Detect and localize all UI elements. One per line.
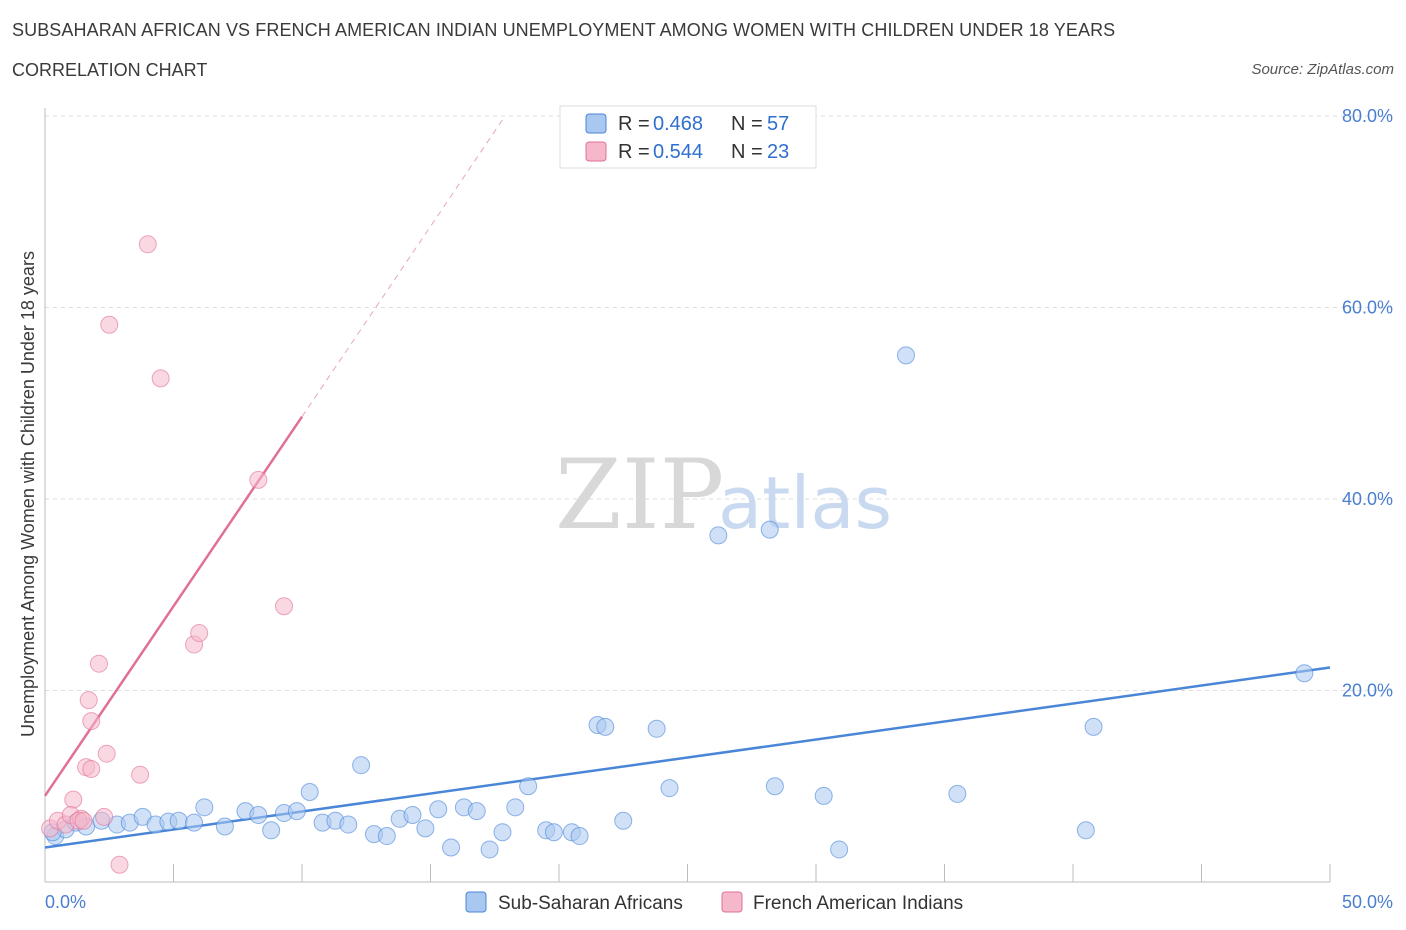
point-series1-21 [190,624,209,643]
legend-swatch-blue [585,113,607,134]
point-series0-42 [596,717,615,736]
point-series1-15 [100,315,119,334]
watermark: ZIP atlas [555,439,892,551]
point-series1-18 [138,235,157,254]
point-series0-38 [544,823,563,842]
point-series0-25 [377,827,396,846]
point-series1-8 [74,811,93,830]
point-series0-51 [896,346,915,365]
point-series1-3 [64,790,83,809]
point-series0-30 [442,838,461,857]
point-series0-52 [948,784,967,803]
point-series0-27 [403,805,422,824]
legend-n-label-1: N = [731,113,763,135]
point-series0-55 [1295,664,1314,683]
point-series1-13 [95,807,114,826]
point-series1-22 [249,470,268,489]
point-series0-40 [570,827,589,846]
point-series0-49 [814,786,833,805]
tick-labels: 80.0% 60.0% 40.0% 20.0% 0.0% 50.0% [45,106,1393,912]
point-series0-19 [300,782,319,801]
point-series1-10 [79,691,98,710]
point-series0-28 [416,819,435,838]
series-label-subsaharan: Sub-Saharan Africans [498,893,683,914]
source-label: Source: ZipAtlas.com [1251,61,1394,78]
correlation-legend: R = 0.468 N = 57 R = 0.544 N = 23 [559,105,817,169]
watermark-atlas: atlas [718,461,892,545]
point-series0-13 [215,817,234,836]
point-series0-12 [195,798,214,817]
chart-subtitle: CORRELATION CHART [12,60,208,80]
point-series1-12 [89,654,108,673]
point-series0-47 [760,520,779,539]
point-series0-48 [765,777,784,796]
point-series0-22 [339,815,358,834]
point-series0-34 [493,823,512,842]
point-series0-18 [287,802,306,821]
y-tick-label-2: 40.0% [1342,489,1393,509]
series-legend: Sub-Saharan Africans French American Ind… [465,891,963,914]
point-series0-50 [830,840,849,859]
point-series0-35 [506,798,525,817]
point-series1-17 [131,765,150,784]
point-series0-44 [647,719,666,738]
point-series0-43 [614,811,633,830]
point-series1-16 [110,855,129,874]
legend-n-value-1: 57 [767,113,789,135]
point-series1-19 [151,369,170,388]
x-tick-label-1: 50.0% [1342,892,1393,912]
point-series0-54 [1084,717,1103,736]
y-tick-label-0: 80.0% [1342,106,1393,126]
point-series1-23 [275,597,294,616]
point-series0-15 [249,805,268,824]
legend-r-label-2: R = [618,141,650,163]
watermark-zip: ZIP [555,439,724,551]
data-points [41,235,1314,874]
series-swatch-pink [721,891,743,913]
point-series0-32 [467,802,486,821]
point-series0-33 [480,840,499,859]
series-swatch-blue [465,891,487,913]
y-axis-label: Unemployment Among Women with Children U… [18,251,38,737]
trend-line-series-0 [44,666,1331,849]
legend-r-value-1: 0.468 [653,113,703,135]
point-series1-14 [97,744,116,763]
legend-n-value-2: 23 [767,141,789,163]
point-series0-45 [660,779,679,798]
x-tick-label-0: 0.0% [45,892,86,912]
point-series0-46 [709,526,728,545]
chart-title: SUBSAHARAN AFRICAN VS FRENCH AMERICAN IN… [12,20,1116,40]
point-series0-29 [429,800,448,819]
series-label-french-american-indian: French American Indians [753,893,963,914]
point-series0-11 [185,813,204,832]
trend-extension-series-1 [301,119,503,417]
point-series0-23 [352,756,371,775]
gridlines [45,115,1392,691]
legend-n-label-2: N = [731,141,763,163]
point-series0-16 [262,821,281,840]
point-series0-10 [169,811,188,830]
point-series1-11 [82,712,101,731]
point-series0-36 [519,777,538,796]
y-tick-label-1: 60.0% [1342,298,1393,318]
legend-r-label-1: R = [618,113,650,135]
axes [44,108,1331,883]
point-series0-53 [1076,821,1095,840]
y-tick-label-3: 20.0% [1342,681,1393,701]
legend-swatch-pink [585,141,607,162]
point-series1-9 [82,760,101,779]
legend-r-value-2: 0.544 [653,141,703,163]
